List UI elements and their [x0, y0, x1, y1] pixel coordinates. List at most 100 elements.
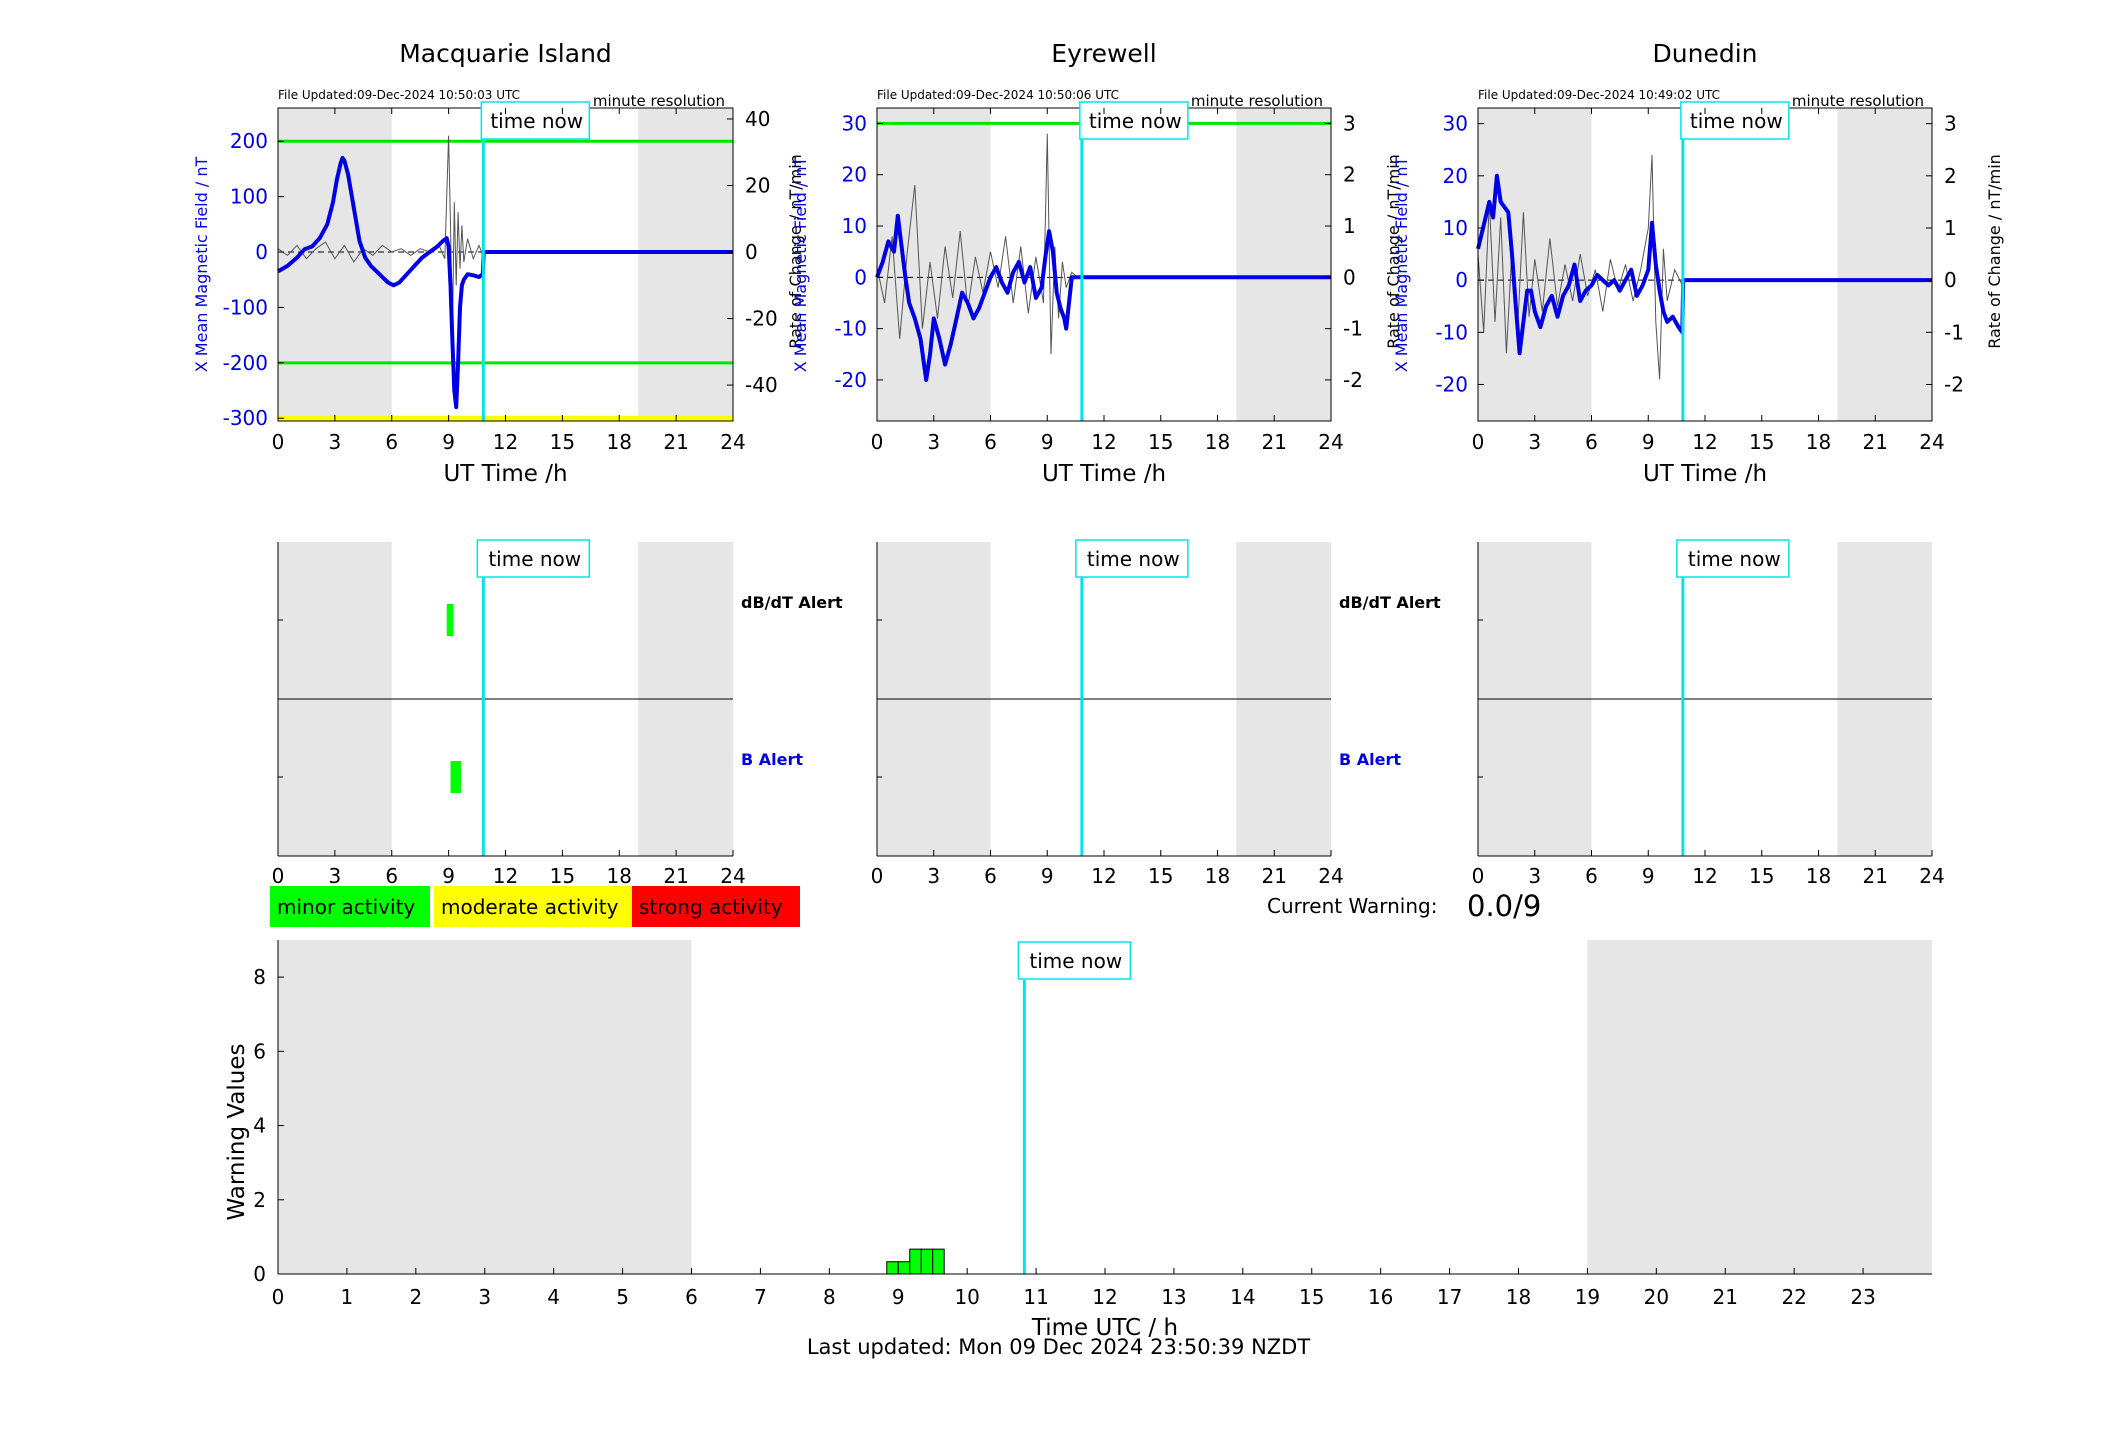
x-tick-label: 19: [1575, 1285, 1600, 1309]
time-now-label: time now: [1089, 109, 1182, 133]
y2-tick-label: -1: [1944, 320, 1964, 344]
x-tick-label: 3: [927, 430, 940, 454]
x-tick-label: 9: [1642, 430, 1655, 454]
x-tick-label: 21: [1713, 1285, 1738, 1309]
y2-axis-label: Rate of Change / nT/min: [786, 154, 805, 349]
dbdt-alert-label: dB/dT Alert: [741, 593, 843, 612]
x-tick-label: 6: [685, 1285, 698, 1309]
y-axis-label: X Mean Magnetic Field / nT: [192, 157, 211, 373]
night-shade: [1837, 108, 1932, 421]
x-tick-label: 0: [871, 430, 884, 454]
minute-resolution-label: minute resolution: [593, 92, 725, 110]
y-tick-label: 0: [854, 265, 867, 289]
current-warning-label: Current Warning:: [1267, 894, 1437, 918]
x-tick-label: 14: [1230, 1285, 1255, 1309]
y-tick-label: 8: [253, 965, 266, 989]
magnetic-field-series: [1476, 173, 1932, 356]
x-tick-label: 15: [1299, 1285, 1324, 1309]
time-now-label: time now: [1029, 949, 1122, 973]
night-shade: [877, 108, 991, 421]
x-tick-label: 0: [1472, 430, 1485, 454]
x-tick-label: 2: [409, 1285, 422, 1309]
x-tick-label: 6: [385, 864, 398, 888]
night-shade: [1236, 108, 1331, 421]
y-axis-label: X Mean Magnetic Field / nT: [1392, 157, 1411, 373]
legend-label: strong activity: [639, 895, 783, 919]
y-tick-label: -10: [1435, 320, 1468, 344]
y-tick-label: 10: [1443, 216, 1468, 240]
x-tick-label: 0: [272, 430, 285, 454]
x-axis-label: UT Time /h: [1643, 461, 1767, 487]
x-tick-label: 21: [663, 430, 688, 454]
x-tick-label: 21: [1863, 430, 1888, 454]
x-tick-label: 9: [1642, 864, 1655, 888]
x-tick-label: 4: [547, 1285, 560, 1309]
x-tick-label: 12: [1091, 864, 1116, 888]
x-tick-label: 9: [892, 1285, 905, 1309]
y2-tick-label: 1: [1944, 216, 1957, 240]
y2-tick-label: -40: [745, 373, 778, 397]
y-tick-label: 0: [255, 240, 268, 264]
y-tick-label: 10: [842, 214, 867, 238]
x-tick-label: 22: [1781, 1285, 1806, 1309]
time-now-label: time now: [1690, 109, 1783, 133]
y2-axis-label: Rate of Change / nT/min: [1384, 154, 1403, 349]
x-tick-label: 12: [1092, 1285, 1117, 1309]
x-tick-label: 21: [1262, 430, 1287, 454]
magnetic-field-series: [276, 155, 733, 410]
x-tick-label: 20: [1644, 1285, 1669, 1309]
x-tick-label: 0: [871, 864, 884, 888]
x-tick-label: 15: [1749, 430, 1774, 454]
x-axis-label: Time UTC / h: [1031, 1315, 1178, 1341]
y-tick-label: 100: [230, 185, 268, 209]
x-tick-label: 9: [442, 864, 455, 888]
night-shade: [278, 108, 392, 421]
x-tick-label: 24: [720, 430, 745, 454]
y-tick-label: -10: [834, 317, 867, 341]
legend-swatch: [270, 886, 430, 927]
y-tick-label: -200: [223, 351, 268, 375]
time-now-box: [480, 101, 591, 140]
time-now-label: time now: [1688, 547, 1781, 571]
minute-resolution-label: minute resolution: [1191, 92, 1323, 110]
warning-bar: [920, 1248, 934, 1275]
time-now-box: [476, 539, 591, 578]
y-tick-label: 200: [230, 129, 268, 153]
time-now-box: [1017, 941, 1132, 980]
time-now-label: time now: [490, 109, 583, 133]
y2-tick-label: 0: [1343, 265, 1356, 289]
y2-tick-label: -2: [1944, 372, 1964, 396]
x-tick-label: 9: [442, 430, 455, 454]
y2-tick-label: 2: [1343, 163, 1356, 187]
x-tick-label: 15: [550, 864, 575, 888]
y-tick-label: 30: [1443, 112, 1468, 136]
night-shade: [638, 108, 733, 421]
b-alert-bar: [450, 761, 461, 793]
y-tick-label: -20: [834, 368, 867, 392]
x-tick-label: 16: [1368, 1285, 1393, 1309]
y2-tick-label: 3: [1343, 111, 1356, 135]
x-tick-label: 18: [607, 864, 632, 888]
y-tick-label: -300: [223, 406, 268, 430]
alert-panel-1: 0 3 6 9 12 15 18 21 24 time now dB/dT Alert B Alert: [871, 539, 1441, 888]
y2-tick-label: 40: [745, 107, 770, 131]
legend-swatch: [632, 886, 800, 927]
y2-tick-label: -1: [1343, 317, 1363, 341]
time-now-label: time now: [488, 547, 581, 571]
x-tick-label: 12: [1692, 430, 1717, 454]
station-title: Macquarie Island: [399, 39, 612, 68]
x-tick-label: 18: [1205, 430, 1230, 454]
magnetic-field-series: [875, 213, 1331, 382]
legend-label: minor activity: [277, 895, 415, 919]
x-tick-label: 12: [493, 430, 518, 454]
y2-tick-label: 2: [1944, 164, 1957, 188]
x-tick-label: 9: [1041, 430, 1054, 454]
time-now-box: [1075, 539, 1189, 578]
b-alert-label: B Alert: [1339, 750, 1401, 769]
x-tick-label: 15: [1148, 430, 1173, 454]
y-axis-label: Warning Values: [224, 1043, 250, 1220]
x-tick-label: 5: [616, 1285, 629, 1309]
y2-tick-label: 0: [1944, 268, 1957, 292]
